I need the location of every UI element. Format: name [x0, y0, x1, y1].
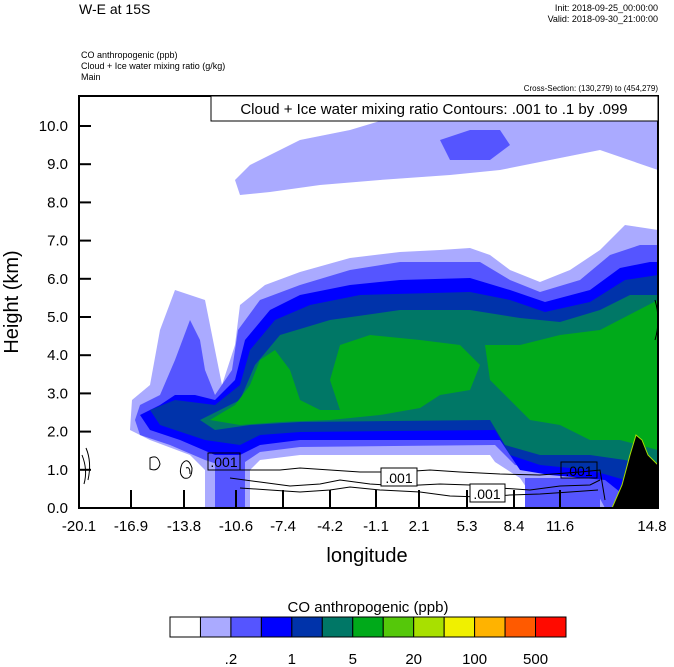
contour-label: .001: [385, 470, 412, 486]
y-tick-label: 7.0: [47, 233, 68, 250]
y-tick-label: 4.0: [47, 347, 68, 364]
y-tick-label: 9.0: [47, 156, 68, 173]
colorbar: .2 1 5 20 100 500: [169, 616, 567, 667]
colorbar-swatch: [260, 616, 293, 638]
colorbar-title: CO anthropogenic (ppb): [288, 599, 449, 616]
contour-info-text: Cloud + Ice water mixing ratio Contours:…: [240, 101, 627, 118]
field-label-co: CO anthropogenic (ppb): [81, 50, 178, 60]
colorbar-swatch: [230, 616, 262, 638]
terrain: [611, 434, 658, 508]
colorbar-swatch: [474, 616, 506, 638]
co-fill-level-6-left: [210, 335, 480, 425]
x-axis-label: longitude: [326, 545, 407, 567]
x-axis: -20.1 -16.9 -13.8 -10.6 -7.4 -4.2 -1.1 2.1 5.3 8.…: [62, 490, 667, 535]
y-tick-label: 0.0: [47, 500, 68, 517]
colorbar-label: 500: [523, 651, 548, 667]
colorbar-swatch: [443, 616, 476, 638]
y-tick-label: 5.0: [47, 309, 68, 326]
x-tick-label: 14.8: [637, 518, 666, 535]
x-tick-label: -7.4: [270, 518, 296, 535]
colorbar-label: 100: [462, 651, 487, 667]
colorbar-label: 5: [349, 651, 357, 667]
y-tick-label: 8.0: [47, 194, 68, 211]
field-label-cloud: Cloud + Ice water mixing ratio (g/kg): [81, 61, 226, 71]
colorbar-swatch: [291, 616, 323, 638]
contour-info-box: [210, 95, 659, 122]
colorbar-swatch: [504, 616, 537, 638]
y-tick-label: 1.0: [47, 462, 68, 479]
x-tick-label: 8.4: [504, 518, 525, 535]
colorbar-label: .2: [225, 651, 238, 667]
colorbar-swatch: [352, 616, 384, 638]
y-axis: 0.0 1.0 2.0 3.0 4.0 5.0 6.0 7.0 8.0 9.0 10.0: [39, 118, 91, 517]
x-tick-label: -20.1: [62, 518, 96, 535]
x-tick-label: 2.1: [409, 518, 430, 535]
x-tick-label: -10.6: [219, 518, 253, 535]
co-fill-upper-blob: [440, 130, 510, 160]
colorbar-swatch: [382, 616, 415, 638]
y-axis-label: Height (km): [1, 250, 23, 353]
contour-label: .001: [473, 486, 500, 502]
field-label-main: Main: [81, 72, 101, 82]
y-tick-label: 3.0: [47, 385, 68, 402]
contour-label: .001: [210, 454, 237, 470]
x-tick-label: 5.3: [457, 518, 478, 535]
colorbar-swatch: [169, 616, 201, 638]
colorbar-swatch: [321, 616, 354, 638]
colorbar-label: 20: [405, 651, 422, 667]
y-tick-label: 6.0: [47, 271, 68, 288]
y-tick-label: 10.0: [39, 118, 68, 135]
plot-title: W-E at 15S: [79, 1, 151, 17]
valid-time: Valid: 2018-09-30_21:00:00: [547, 14, 658, 24]
colorbar-swatch: [535, 616, 567, 638]
init-time: Init: 2018-09-25_00:00:00: [554, 3, 658, 13]
y-tick-label: 2.0: [47, 424, 68, 441]
x-tick-label: -1.1: [363, 518, 389, 535]
colorbar-swatch: [199, 616, 232, 638]
cross-section-label: Cross-Section: (130,279) to (454,279): [523, 84, 658, 93]
colorbar-swatch: [413, 616, 445, 638]
contour-labels: .001 .001 .001 .001: [207, 452, 598, 503]
co-fill-level-6-right: [485, 300, 658, 450]
contour-label: .001: [565, 463, 592, 479]
x-tick-label: -16.9: [114, 518, 148, 535]
colorbar-label: 1: [288, 651, 296, 667]
co-fill-lower-column: [215, 460, 600, 508]
x-tick-label: 11.6: [546, 518, 574, 535]
contour-fills: [81, 98, 658, 508]
x-tick-label: -4.2: [317, 518, 343, 535]
x-tick-label: -13.8: [167, 518, 201, 535]
